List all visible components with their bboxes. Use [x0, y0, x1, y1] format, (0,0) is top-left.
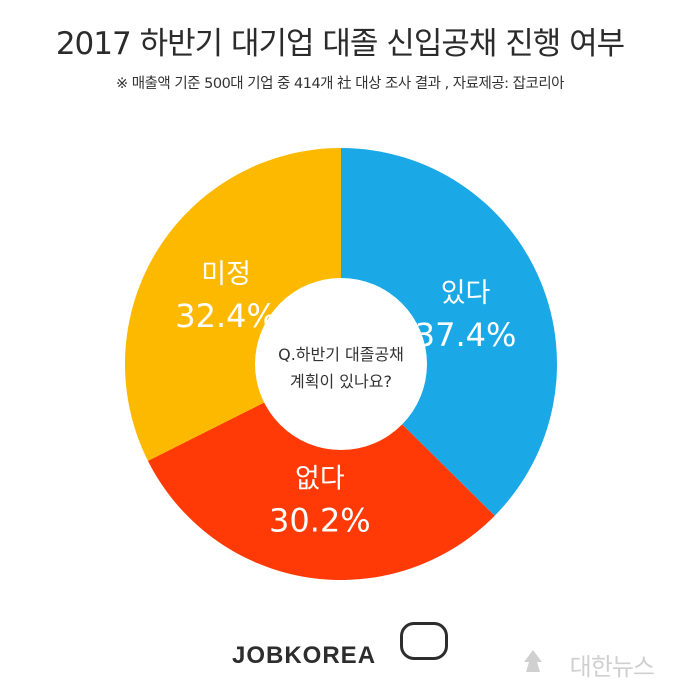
logo-ring-icon [400, 622, 448, 660]
jobkorea-logo: JOBKOREA [232, 642, 377, 669]
center-question-line2: 계획이 있나요? [290, 372, 392, 391]
pie-slice-1 [341, 148, 558, 516]
pie-slice-2 [147, 364, 495, 580]
donut-hole [255, 278, 427, 450]
chart-title: 2017 하반기 대기업 대졸 신입공채 진행 여부 [55, 26, 625, 62]
slice-value-label: 30.2% [269, 501, 371, 539]
slice-value-label: 37.4% [415, 316, 517, 354]
center-question-line1: Q.하반기 대졸공채 [278, 345, 404, 364]
watermark-icon [524, 650, 542, 672]
slice-category-label: 있다 [441, 278, 491, 309]
slice-category-label: 미정 [201, 259, 251, 290]
watermark-text: 대한뉴스 [569, 653, 655, 681]
chart-subtitle: ※ 매출액 기준 500대 기업 중 414개 社 대상 조사 결과 , 자료제… [115, 76, 565, 92]
slice-value-label: 32.4% [175, 297, 277, 335]
slice-category-label: 없다 [295, 463, 345, 494]
